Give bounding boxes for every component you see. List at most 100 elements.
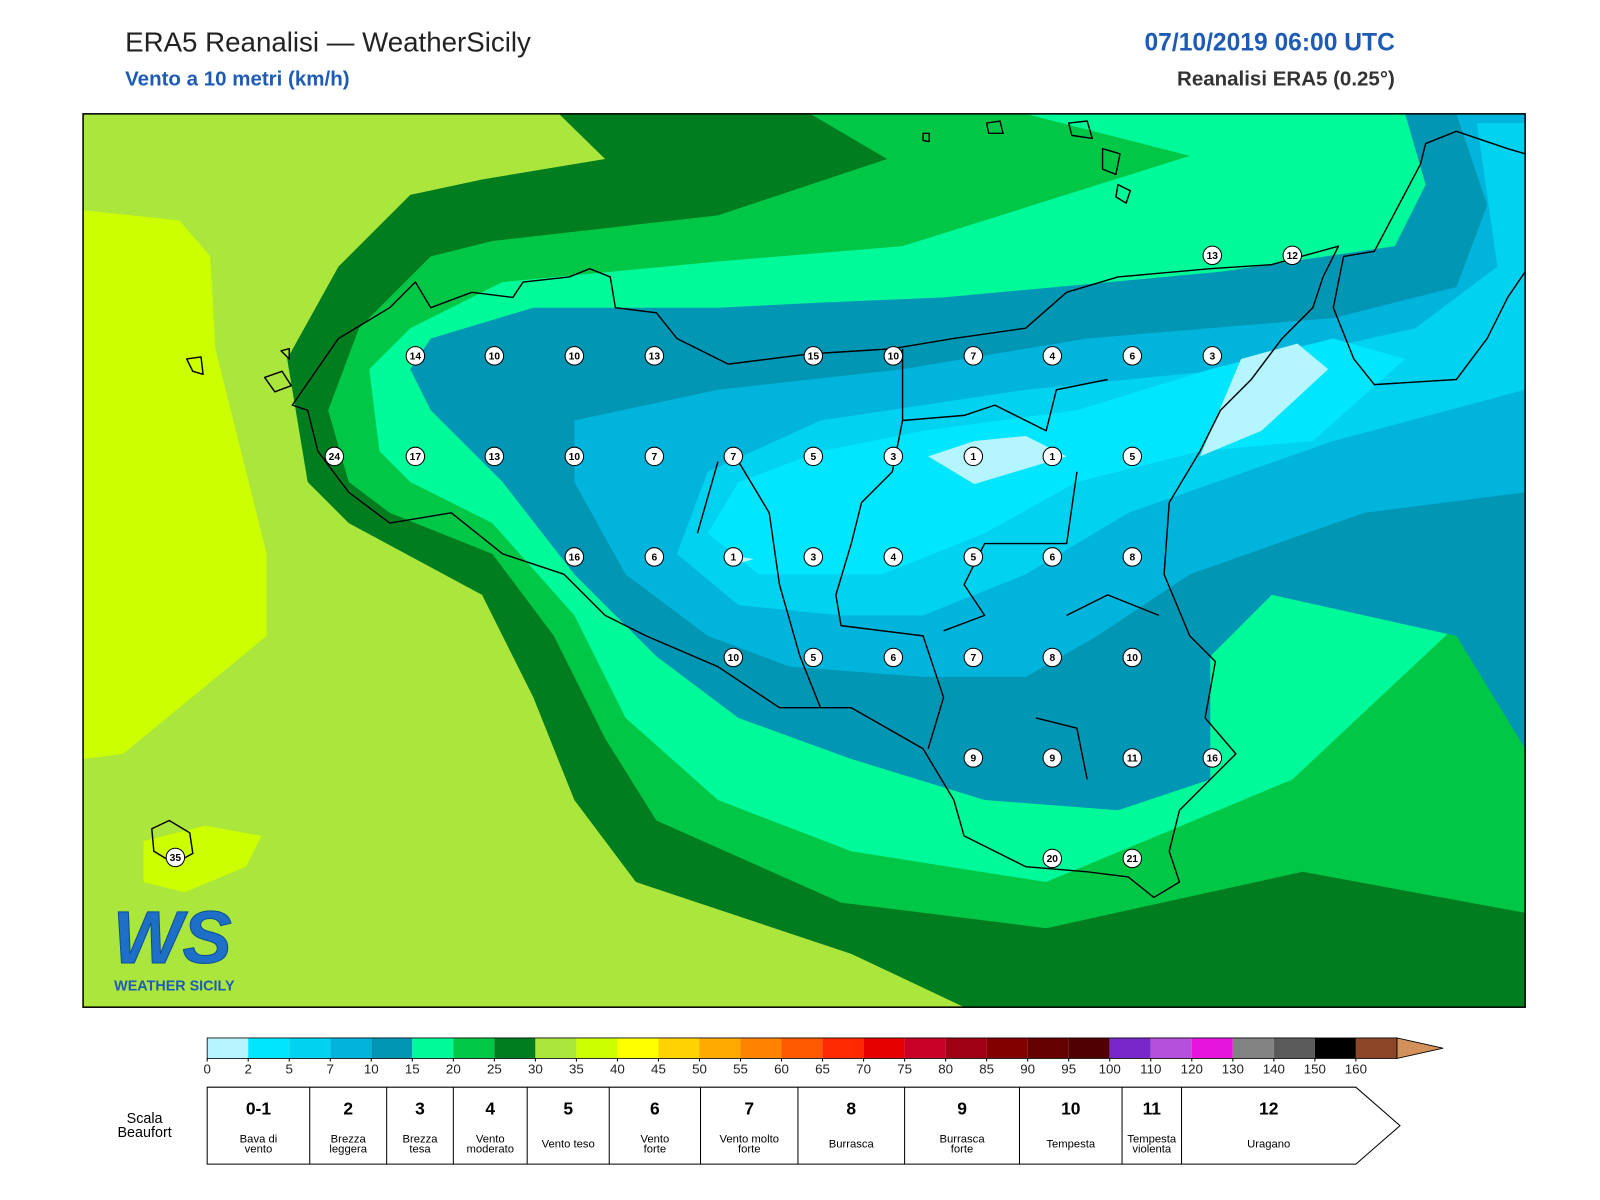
datetime: 07/10/2019 06:00 UTC [1144, 30, 1395, 57]
station-value: 16 [569, 553, 581, 564]
beaufort-force: 11 [1143, 1098, 1162, 1118]
station-marker [484, 446, 505, 467]
beaufort-label: Tempesta [1046, 1139, 1096, 1151]
station-marker [963, 748, 984, 768]
logo: WS WEATHER SICILY [112, 896, 235, 995]
beaufort-force: 8 [846, 1098, 856, 1118]
colorbar-tick-label: 120 [1181, 1061, 1203, 1076]
station-value: 7 [970, 352, 976, 363]
colorbar-tick-label: 60 [774, 1061, 789, 1076]
beaufort-label: Burrasca [829, 1139, 875, 1151]
station-value: 16 [1207, 754, 1219, 765]
subtitle: Vento a 10 metri (km/h) [125, 67, 349, 90]
logo-text: WEATHER SICILY [114, 978, 235, 994]
colorbar-tick-label: 30 [528, 1061, 543, 1076]
colorbar-swatch [535, 1037, 577, 1059]
station-value: 1 [1049, 452, 1055, 463]
colorbar-tick-label: 50 [692, 1061, 707, 1076]
station-marker [484, 346, 505, 366]
station-value: 13 [649, 352, 661, 363]
map [83, 113, 1526, 1008]
colorbar-swatch [658, 1037, 700, 1059]
contour [143, 825, 262, 893]
beaufort-label: tesa [409, 1144, 431, 1156]
colorbar-swatch [822, 1037, 864, 1059]
station-value: 6 [652, 553, 658, 564]
station-marker [1042, 647, 1063, 668]
station-value: 10 [569, 452, 581, 463]
station-value: 12 [1287, 251, 1299, 262]
station-marker [1122, 848, 1143, 869]
title: ERA5 Reanalisi — WeatherSicily [125, 26, 531, 57]
beaufort-force: 7 [744, 1098, 754, 1118]
station-marker [883, 647, 904, 668]
station-value: 10 [888, 352, 900, 363]
station-value: 6 [890, 653, 896, 664]
station-value: 35 [170, 853, 182, 864]
station-marker [963, 346, 984, 366]
colorbar-tick-label: 0 [203, 1061, 210, 1076]
colorbar-tick-label: 55 [733, 1061, 748, 1076]
colorbar-swatch [289, 1037, 331, 1059]
source: Reanalisi ERA5 (0.25°) [1177, 67, 1395, 90]
station-marker [883, 346, 904, 366]
colorbar-arrow [1396, 1037, 1444, 1059]
beaufort-title: Beaufort [117, 1125, 171, 1141]
colorbar-tick-label: 70 [856, 1061, 871, 1076]
station-value: 13 [1207, 251, 1219, 262]
station-marker [1282, 245, 1303, 266]
station-marker [564, 547, 585, 567]
beaufort-label: moderato [466, 1144, 514, 1156]
beaufort-force: 4 [485, 1098, 495, 1118]
station-value: 3 [890, 452, 896, 463]
colorbar-tick-label: 65 [815, 1061, 830, 1076]
station-value: 5 [1129, 452, 1135, 463]
station-marker [963, 446, 984, 467]
colorbar-swatch [781, 1037, 823, 1059]
colorbar-tick-label: 75 [897, 1061, 912, 1076]
station-value: 17 [410, 452, 422, 463]
colorbar-tick-label: 110 [1140, 1061, 1161, 1076]
colorbar-tick-label: 10 [364, 1061, 379, 1076]
colorbar-tick-label: 2 [244, 1061, 251, 1076]
station-marker [165, 847, 186, 868]
colorbar-tick-label: 35 [569, 1061, 584, 1076]
colorbar-swatch [1027, 1037, 1069, 1059]
station-value: 1 [730, 553, 736, 564]
colorbar-tick-label: 90 [1020, 1061, 1035, 1076]
colorbar-swatch [945, 1037, 987, 1059]
station-marker [644, 547, 665, 567]
beaufort-label: leggera [329, 1144, 367, 1156]
station-value: 6 [1129, 352, 1135, 363]
colorbar-swatch [699, 1037, 741, 1059]
beaufort-label: forte [644, 1144, 667, 1156]
beaufort-label: forte [738, 1144, 761, 1156]
colorbar-tick-label: 160 [1345, 1061, 1367, 1076]
station-value: 7 [652, 452, 658, 463]
beaufort-force: 10 [1061, 1098, 1080, 1118]
station-marker [1042, 547, 1063, 567]
beaufort-title: Scala [127, 1111, 163, 1127]
beaufort-force: 0-1 [246, 1098, 271, 1118]
station-marker [963, 547, 984, 567]
colorbar-swatch [576, 1037, 618, 1059]
station-marker [803, 547, 824, 567]
station-marker [723, 647, 744, 668]
station-marker [1122, 647, 1143, 668]
colorbar-swatch [904, 1037, 946, 1059]
beaufort-label: Brezza [402, 1133, 438, 1145]
colorbar-tick-label: 20 [446, 1061, 461, 1076]
station-marker [324, 446, 345, 467]
station-value: 3 [1209, 352, 1215, 363]
station-value: 11 [1127, 754, 1138, 765]
contour [83, 210, 267, 759]
colorbar-tick-label: 80 [938, 1061, 953, 1076]
logo-mark: WS [113, 896, 232, 979]
beaufort-force: 5 [563, 1098, 573, 1118]
colorbar-border [206, 1037, 1398, 1059]
colorbar-swatch [207, 1037, 249, 1059]
station-marker [1122, 446, 1143, 467]
colorbar-tick-label: 130 [1222, 1061, 1244, 1076]
